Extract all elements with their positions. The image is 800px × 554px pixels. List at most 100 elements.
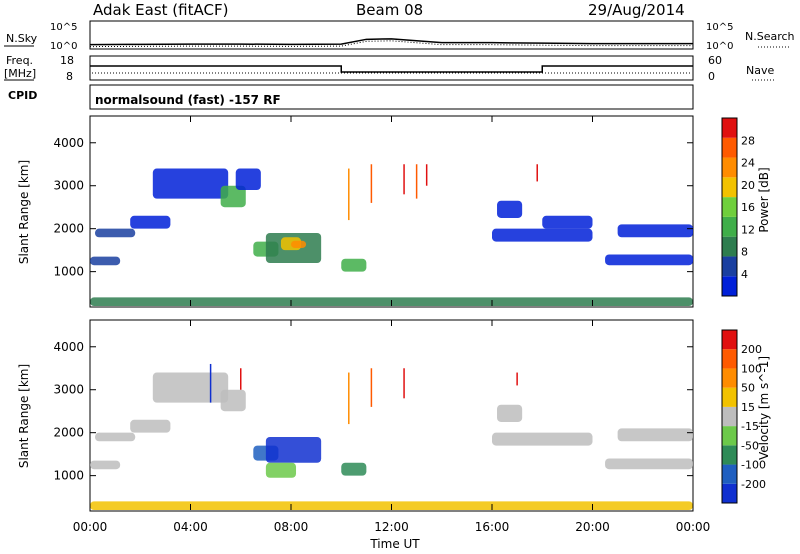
velocity-colorbar-frame xyxy=(721,329,738,504)
x-tick-label: 16:00 xyxy=(475,520,510,534)
power-patch xyxy=(542,215,593,229)
velocity-colorbar-tick-label: 15 xyxy=(741,401,755,414)
velocity-y-axis-label: Slant Range [km] xyxy=(17,364,31,468)
power-patch xyxy=(341,258,367,272)
velocity-patch xyxy=(265,436,322,463)
velocity-colorbar-swatch xyxy=(722,349,737,369)
beam-label: Beam 08 xyxy=(356,1,423,19)
power-colorbar-swatch xyxy=(722,256,737,277)
nsearch-tick-bottom: 10^0 xyxy=(706,41,733,52)
power-colorbar-tick-label: 24 xyxy=(741,157,755,170)
freq-unit-label: [MHz] xyxy=(4,67,36,80)
noise-series xyxy=(89,38,693,46)
power-colorbar-swatch xyxy=(722,197,737,217)
power-patch xyxy=(235,168,261,191)
power-colorbar: 28 24 20 16 12 8 4 Power [dB] xyxy=(721,117,771,297)
power-patch xyxy=(130,215,171,229)
velocity-colorbar-tick-label: 200 xyxy=(741,343,762,356)
velocity-patch xyxy=(492,432,593,446)
x-axis-ticks: 00:00 04:00 08:00 12:00 16:00 20:00 00:00 xyxy=(73,116,711,534)
velocity-colorbar-label: Velocity [m s^-1] xyxy=(757,356,771,460)
velocity-colorbar-swatch xyxy=(722,330,737,350)
power-colorbar-swatch xyxy=(722,216,737,237)
freq-label: Freq. xyxy=(6,54,33,67)
cpid-panel-frame xyxy=(89,84,694,110)
power-y-tick-label: 2000 xyxy=(53,222,84,236)
freq-panel: Freq. [MHz] 18 8 60 0 Nave xyxy=(4,54,776,83)
velocity-colorbar-swatch xyxy=(722,445,737,465)
power-patch xyxy=(90,256,121,266)
power-colorbar-swatch xyxy=(722,236,737,257)
nsky-tick-bottom: 10^0 xyxy=(50,41,77,52)
power-patch xyxy=(617,224,693,238)
velocity-patch xyxy=(497,404,523,422)
nave-tick-top: 60 xyxy=(708,54,722,67)
noise-panel-frame xyxy=(89,20,694,50)
x-tick-label: 00:00 xyxy=(73,520,108,534)
x-axis-label: Time UT xyxy=(369,537,420,551)
power-colorbar-label: Power [dB] xyxy=(757,167,771,232)
velocity-y-ticks: 4000 3000 2000 1000 xyxy=(53,340,693,483)
power-y-axis-label: Slant Range [km] xyxy=(17,160,31,264)
velocity-y-tick-label: 4000 xyxy=(53,340,84,354)
velocity-colorbar-swatches: 200 100 50 15 -15 -50 -100 -200 xyxy=(721,329,766,504)
power-patch xyxy=(605,254,693,266)
x-tick-label: 00:00 xyxy=(676,520,711,534)
power-patch xyxy=(152,168,229,199)
nave-label: Nave xyxy=(746,64,774,77)
power-marks xyxy=(90,164,693,306)
velocity-patch xyxy=(130,419,171,433)
velocity-colorbar-tick-label: -15 xyxy=(741,420,759,433)
cpid-program-text: normalsound (fast) -157 RF xyxy=(95,93,281,107)
cpid-label: CPID xyxy=(8,89,37,102)
velocity-patch xyxy=(152,372,229,403)
velocity-colorbar: 200 100 50 15 -15 -50 -100 -200 Velocity [m s^-… xyxy=(721,329,771,504)
velocity-colorbar-swatch xyxy=(722,483,737,503)
velocity-patch xyxy=(265,462,297,478)
velocity-colorbar-swatch xyxy=(722,368,737,388)
velocity-colorbar-swatch xyxy=(722,387,737,407)
noise-search-series xyxy=(89,40,693,48)
velocity-y-tick-label: 1000 xyxy=(53,469,84,483)
station-title: Adak East (fitACF) xyxy=(93,1,228,19)
nsearch-tick-top: 10^5 xyxy=(706,22,733,33)
noise-trace xyxy=(89,38,693,48)
power-colorbar-swatch xyxy=(722,118,737,138)
power-panel: 4000 3000 2000 1000 Slant Range [km] xyxy=(17,115,694,308)
freq-tick-bottom: 8 xyxy=(66,70,73,83)
velocity-patch xyxy=(605,458,693,470)
noise-panel: N.Sky 10^5 10^0 10^5 10^0 N.Search xyxy=(4,20,795,52)
velocity-patch xyxy=(220,389,246,412)
velocity-patch xyxy=(95,432,136,442)
x-tick-label: 20:00 xyxy=(575,520,610,534)
velocity-y-tick-label: 3000 xyxy=(53,383,84,397)
power-y-ticks: 4000 3000 2000 1000 xyxy=(53,136,693,279)
velocity-colorbar-swatch xyxy=(722,426,737,446)
power-patch xyxy=(291,240,307,249)
power-colorbar-frame xyxy=(721,117,738,297)
freq-tick-top: 18 xyxy=(60,54,74,67)
cpid-panel: CPID normalsound (fast) -157 RF xyxy=(8,84,694,110)
nsky-label: N.Sky xyxy=(6,32,38,45)
power-colorbar-tick-label: 12 xyxy=(741,223,755,236)
velocity-panel: 4000 3000 2000 1000 Slant Range [km] xyxy=(17,319,694,512)
power-colorbar-tick-label: 28 xyxy=(741,134,755,147)
x-tick-label: 08:00 xyxy=(274,520,309,534)
power-colorbar-tick-label: 16 xyxy=(741,201,755,214)
velocity-patch xyxy=(341,462,367,476)
velocity-colorbar-tick-label: 50 xyxy=(741,382,755,395)
power-patch xyxy=(95,228,136,238)
power-y-tick-label: 3000 xyxy=(53,179,84,193)
velocity-y-tick-label: 2000 xyxy=(53,426,84,440)
velocity-colorbar-tick-label: -200 xyxy=(741,478,766,491)
power-y-tick-label: 1000 xyxy=(53,265,84,279)
velocity-colorbar-tick-label: -50 xyxy=(741,439,759,452)
freq-trace xyxy=(90,65,693,73)
power-patch xyxy=(497,200,523,218)
power-colorbar-tick-label: 20 xyxy=(741,179,755,192)
power-colorbar-swatch xyxy=(722,276,737,296)
x-tick-label: 04:00 xyxy=(173,520,208,534)
power-colorbar-swatch xyxy=(722,177,737,198)
power-colorbar-swatch xyxy=(722,137,737,158)
